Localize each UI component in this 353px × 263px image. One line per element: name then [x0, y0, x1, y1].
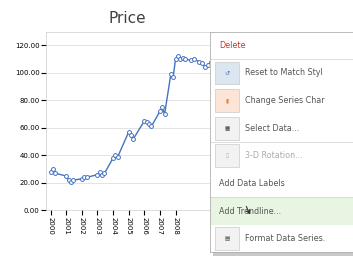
Text: 3-D Rotation...: 3-D Rotation... — [245, 151, 303, 160]
Text: ⬜: ⬜ — [226, 153, 228, 158]
FancyBboxPatch shape — [213, 252, 353, 256]
Text: Add Trendline...: Add Trendline... — [219, 206, 281, 216]
Text: ↺: ↺ — [224, 70, 229, 75]
Text: Delete: Delete — [219, 41, 245, 50]
Text: ▮: ▮ — [225, 98, 228, 103]
Text: Select Data...: Select Data... — [245, 124, 299, 133]
FancyBboxPatch shape — [215, 144, 239, 167]
FancyBboxPatch shape — [215, 117, 239, 140]
FancyBboxPatch shape — [210, 197, 353, 225]
FancyBboxPatch shape — [215, 227, 239, 250]
Text: Add Data Labels: Add Data Labels — [219, 179, 285, 188]
Text: ▤: ▤ — [224, 236, 229, 241]
Text: Price: Price — [108, 11, 146, 26]
Text: ▦: ▦ — [224, 126, 229, 131]
FancyBboxPatch shape — [215, 89, 239, 112]
Text: Change Series Char: Change Series Char — [245, 96, 325, 105]
Text: Reset to Match Styl: Reset to Match Styl — [245, 68, 323, 78]
Text: Format Data Series.: Format Data Series. — [245, 234, 325, 243]
FancyBboxPatch shape — [215, 62, 239, 84]
